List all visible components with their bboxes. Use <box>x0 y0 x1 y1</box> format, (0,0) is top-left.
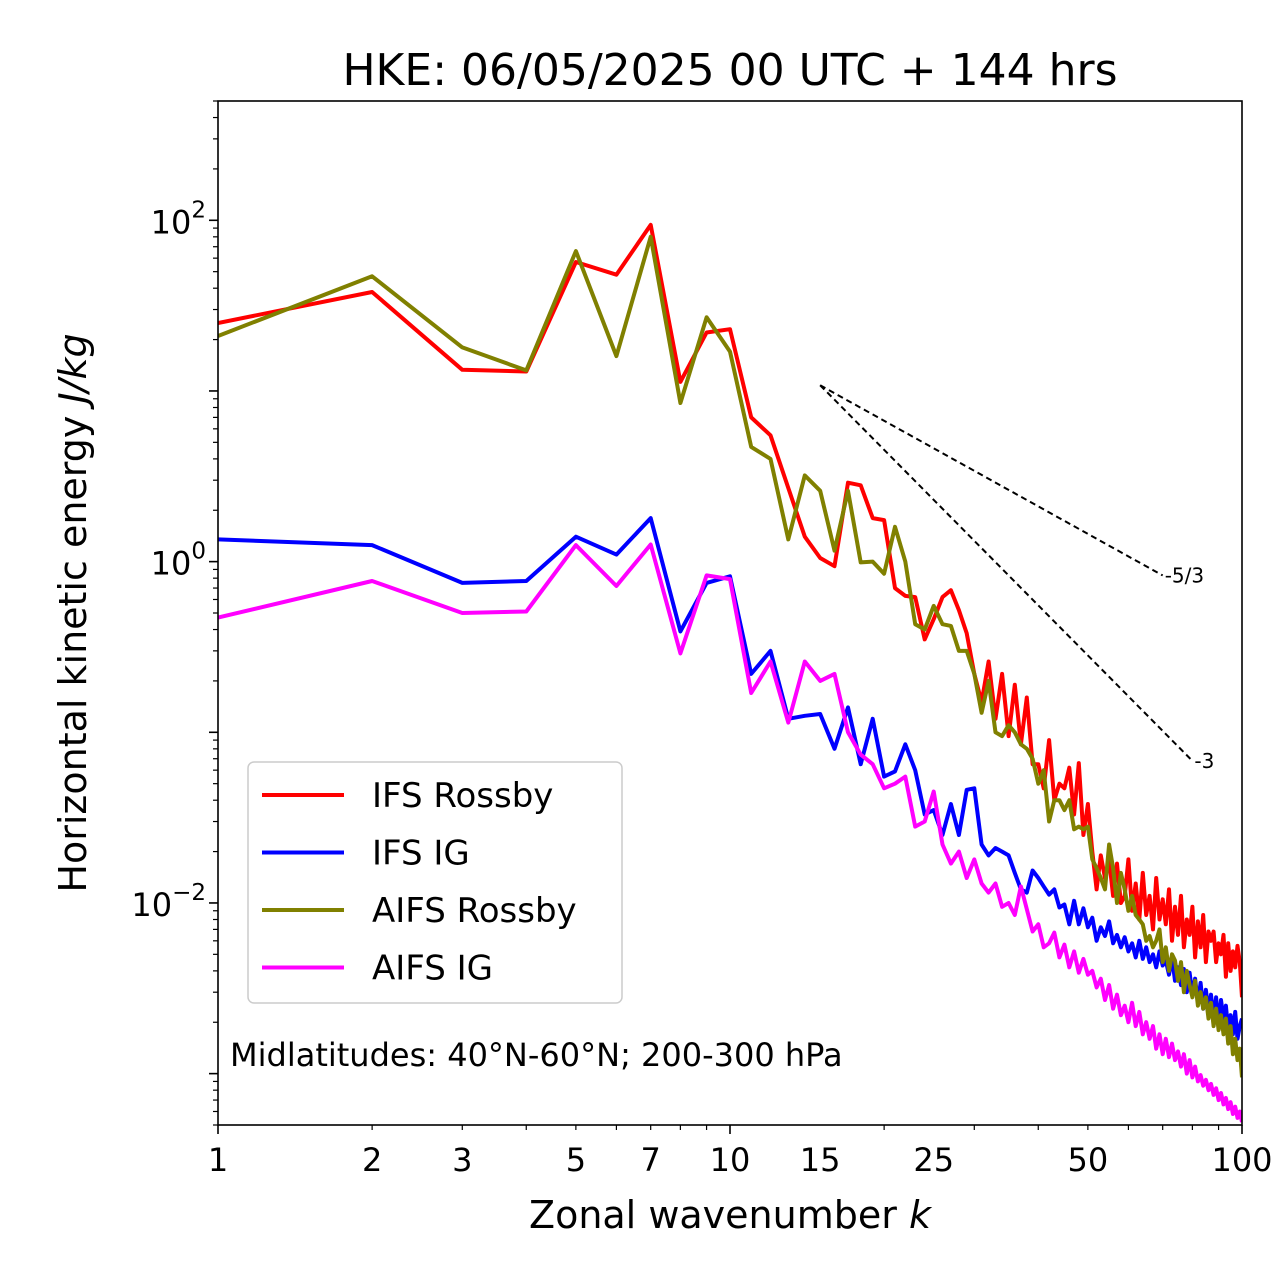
chart-title: HKE: 06/05/2025 00 UTC + 144 hrs <box>342 45 1117 96</box>
x-tick-label: 7 <box>641 1141 661 1179</box>
x-tick-label: 15 <box>800 1141 841 1179</box>
y-tick-label: 102 <box>151 197 206 241</box>
y-tick-label: 100 <box>151 539 206 583</box>
series-line-1 <box>218 222 1242 998</box>
series-line-3 <box>218 234 1242 1078</box>
legend-label-1: IFS Rossby <box>372 776 553 816</box>
slope-line-1 <box>819 384 1164 577</box>
x-tick-label: 3 <box>452 1141 472 1179</box>
x-axis-label-text: Zonal wavenumber <box>529 1193 897 1237</box>
slope-lines: -5/3 -3 <box>819 384 1214 773</box>
y-axis-label: Horizontal kinetic energy J/kg <box>51 333 95 892</box>
legend: IFS Rossby IFS IG AIFS Rossby AIFS IG <box>247 761 623 1004</box>
legend-box <box>247 761 623 1004</box>
y-axis-ticks: 102 100 10−2 <box>131 100 218 1126</box>
legend-label-4: AIFS IG <box>372 949 493 989</box>
x-tick-label: 5 <box>566 1141 586 1179</box>
slope-line-2 <box>819 384 1194 762</box>
x-axis-ticks: 1 2 3 5 7 10 15 25 50 100 <box>208 1125 1273 1179</box>
legend-label-2: IFS IG <box>372 834 470 874</box>
series-line-4 <box>218 542 1242 1123</box>
x-tick-label: 10 <box>710 1141 751 1179</box>
x-tick-label: 100 <box>1211 1141 1272 1179</box>
x-tick-label: 50 <box>1068 1141 1109 1179</box>
region-annotation: Midlatitudes: 40°N-60°N; 200-300 hPa <box>230 1036 843 1074</box>
x-tick-label: 1 <box>208 1141 228 1179</box>
legend-label-3: AIFS Rossby <box>372 891 577 931</box>
slope-label-1: -5/3 <box>1165 563 1204 587</box>
x-tick-label: 2 <box>362 1141 382 1179</box>
y-tick-label: 10−2 <box>131 880 206 924</box>
y-axis-label-text: Horizontal kinetic energy <box>51 416 95 893</box>
x-axis-label: Zonal wavenumber k <box>529 1193 933 1237</box>
y-axis-label-units: J/kg <box>51 333 95 410</box>
x-axis-label-var: k <box>909 1193 933 1237</box>
series-layer <box>218 222 1242 1123</box>
x-tick-label: 25 <box>913 1141 954 1179</box>
slope-label-2: -3 <box>1194 749 1214 773</box>
